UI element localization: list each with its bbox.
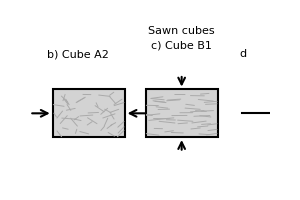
Bar <box>52 89 125 137</box>
Text: c) Cube B1: c) Cube B1 <box>151 40 212 50</box>
Text: d: d <box>240 49 247 59</box>
Text: Sawn cubes: Sawn cubes <box>148 26 215 36</box>
Bar <box>146 89 218 137</box>
Text: b) Cube A2: b) Cube A2 <box>47 49 109 59</box>
